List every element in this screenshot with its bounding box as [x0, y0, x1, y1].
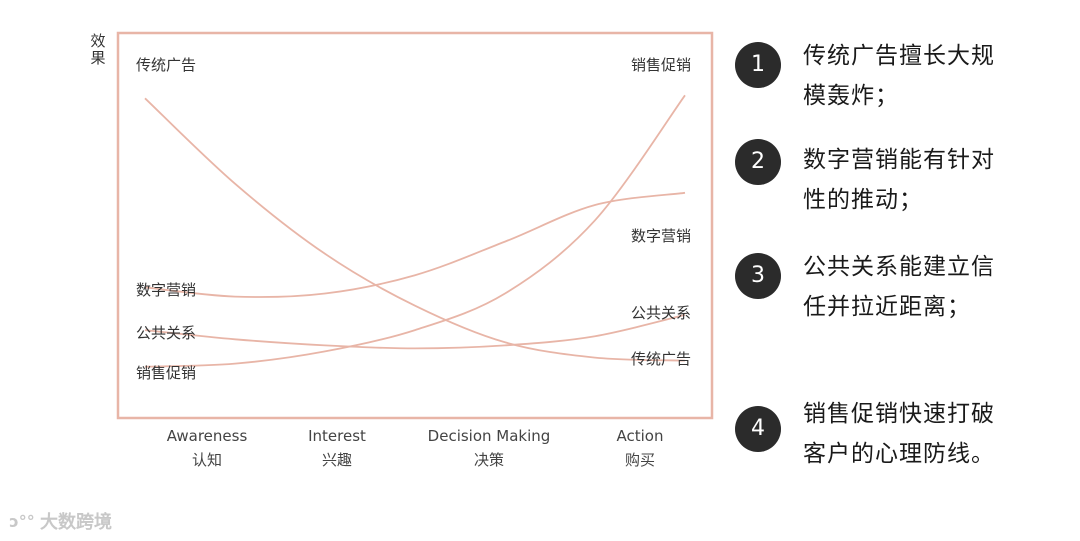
point-number-badge: 4	[735, 406, 781, 452]
x-tick-label-en: Interest	[308, 427, 366, 445]
point-text: 数字营销能有针对性的推动；	[803, 147, 995, 213]
point-number-badge: 3	[735, 253, 781, 299]
start-series-label: 数字营销	[136, 281, 196, 299]
end-series-label: 传统广告	[631, 350, 691, 368]
series-line-4	[144, 314, 686, 350]
point-number-badge: 1	[735, 42, 781, 88]
start-series-label: 销售促销	[136, 364, 196, 382]
start-series-label: 公共关系	[136, 324, 196, 342]
watermark-text: 大数跨境	[40, 512, 112, 533]
x-tick-label-en: Decision Making	[428, 427, 551, 445]
series-line-2	[144, 94, 686, 368]
end-series-label: 数字营销	[631, 227, 691, 245]
point-text: 销售促销快速打破客户的心理防线。	[803, 401, 995, 467]
strategy-effect-chart: 效果 传统广告数字营销公共关系销售促销销售促销数字营销公共关系传统广告Awaren…	[90, 31, 714, 469]
point-number-badge: 2	[735, 139, 781, 185]
series-line-1	[144, 97, 686, 362]
watermark-logo-icon: ↄ°°	[9, 511, 35, 531]
series-line-3	[144, 191, 686, 298]
watermark: ↄ°° 大数跨境	[8, 507, 112, 535]
point-text: 公共关系能建立信任并拉近距离；	[803, 254, 995, 320]
plot-frame	[116, 31, 714, 420]
x-tick-label-zh: 认知	[192, 451, 222, 469]
x-tick-label-zh: 购买	[625, 451, 655, 469]
x-tick-label-zh: 兴趣	[322, 451, 352, 469]
start-series-label: 传统广告	[136, 56, 196, 74]
x-tick-label-en: Awareness	[167, 427, 248, 445]
x-tick-label-zh: 决策	[474, 451, 504, 469]
point-text: 传统广告擅长大规模轰炸；	[803, 43, 995, 109]
end-series-label: 公共关系	[631, 304, 691, 322]
y-axis-label: 效果	[90, 32, 105, 67]
end-series-label: 销售促销	[631, 56, 691, 74]
x-tick-label-en: Action	[617, 427, 664, 445]
